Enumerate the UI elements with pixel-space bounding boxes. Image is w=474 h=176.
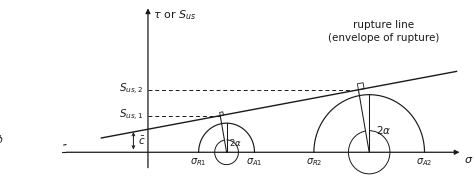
Text: $\sigma$: $\sigma$ [464, 155, 473, 165]
Text: $\tau$ or $S_{us}$: $\tau$ or $S_{us}$ [153, 8, 196, 22]
Text: rupture line
(envelope of rupture): rupture line (envelope of rupture) [328, 20, 439, 43]
Text: $2\alpha$: $2\alpha$ [376, 124, 392, 136]
Text: $S_{us,2}$: $S_{us,2}$ [119, 82, 143, 97]
Text: $S_{us,1}$: $S_{us,1}$ [118, 108, 143, 123]
Text: $\sigma_{A2}$: $\sigma_{A2}$ [416, 156, 433, 168]
Text: $\sigma_{R2}$: $\sigma_{R2}$ [306, 156, 322, 168]
Text: $\bar{c}$: $\bar{c}$ [138, 135, 146, 147]
Text: $2\alpha$: $2\alpha$ [229, 137, 242, 148]
Text: $\phi$: $\phi$ [0, 133, 3, 147]
Text: $\sigma_{A1}$: $\sigma_{A1}$ [246, 156, 263, 168]
Text: $\sigma_{R1}$: $\sigma_{R1}$ [191, 156, 207, 168]
